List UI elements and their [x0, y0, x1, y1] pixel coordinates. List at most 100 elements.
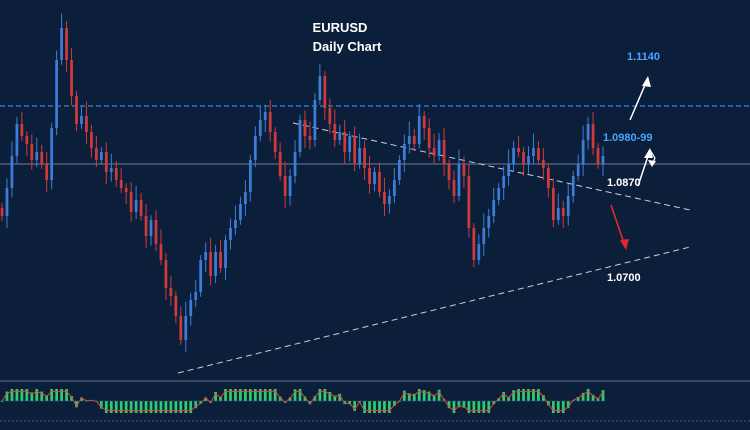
candle-body — [318, 76, 322, 100]
oscillator-bar — [50, 389, 54, 401]
candle-body — [427, 128, 431, 148]
oscillator-bar — [566, 401, 570, 409]
candle-body — [581, 140, 585, 164]
oscillator-bar — [556, 401, 560, 413]
candle-body — [601, 156, 605, 164]
oscillator-bar — [273, 389, 277, 401]
oscillator-bar — [561, 401, 565, 413]
oscillator-bar — [278, 396, 282, 401]
oscillator-bar — [258, 389, 262, 401]
candle-body — [124, 188, 128, 192]
candle-body — [417, 116, 421, 144]
oscillator-bar — [393, 401, 396, 406]
candle-body — [5, 188, 9, 216]
oscillator-bar — [25, 389, 29, 401]
candle-body — [234, 220, 237, 228]
candle-body — [537, 148, 540, 160]
candle-body — [25, 136, 29, 144]
candle-body — [35, 152, 39, 160]
candle-body — [278, 152, 282, 176]
candle-body — [338, 132, 342, 140]
candle-body — [75, 96, 78, 124]
candle-body — [551, 188, 555, 220]
oscillator-bar — [323, 389, 327, 401]
candle-body — [174, 296, 178, 316]
oscillator-bar — [507, 396, 510, 401]
oscillator-bar — [75, 401, 78, 408]
oscillator-bar — [214, 392, 217, 401]
candle-body — [542, 160, 545, 168]
candle-body — [263, 112, 267, 120]
oscillator-bar — [457, 401, 461, 408]
candle-body — [40, 152, 44, 164]
oscillator-bar — [512, 390, 515, 401]
oscillator-bar — [363, 401, 366, 413]
oscillator-bar — [373, 401, 376, 413]
candle-body — [482, 228, 486, 244]
oscillator-bar — [353, 401, 357, 411]
candle-body — [412, 136, 416, 144]
candle-body — [0, 208, 4, 216]
oscillator-bar — [104, 401, 108, 413]
candle-body — [50, 128, 54, 180]
candle-body — [55, 60, 59, 128]
oscillator-bar — [45, 395, 49, 401]
lower-trendline — [177, 246, 691, 374]
chart-subtitle: Daily Chart — [313, 39, 382, 54]
oscillator-bar — [219, 396, 222, 401]
oscillator-bar — [119, 401, 123, 413]
candle-body — [194, 292, 198, 300]
candle-body — [15, 124, 19, 156]
bullish-arrow-long-head — [642, 76, 651, 87]
signal-line — [1, 390, 604, 412]
oscillator-bar — [482, 401, 486, 413]
level-labels: 1.1140 1.0980-99 1.0870 1.0700 — [603, 51, 660, 284]
candle-body — [169, 288, 173, 296]
candle-body — [65, 28, 68, 60]
oscillator-bar — [427, 391, 431, 401]
candle-body — [358, 148, 361, 164]
candle-body — [109, 168, 113, 172]
candle-body — [378, 172, 381, 192]
oscillator-bar — [169, 401, 173, 413]
oscillator-bar — [229, 389, 232, 401]
candle-body — [487, 216, 491, 228]
oscillator-bar — [244, 389, 247, 401]
candle-body — [129, 192, 133, 212]
candle-body — [189, 300, 193, 316]
candle-body — [154, 220, 158, 244]
oscillator-bar — [586, 389, 590, 401]
candle-body — [268, 112, 272, 132]
bearish-arrow — [610, 204, 626, 247]
oscillator-bar — [348, 401, 352, 405]
candle-body — [134, 200, 138, 212]
oscillator-bar — [422, 390, 426, 401]
oscillator-bar — [313, 396, 317, 401]
oscillator-bar — [378, 401, 381, 413]
candle-body — [457, 164, 461, 196]
oscillator-bar — [80, 397, 83, 401]
candle-body — [407, 136, 411, 144]
candle-body — [328, 108, 332, 124]
candle-body — [229, 228, 232, 240]
oscillator-bar — [596, 398, 600, 401]
oscillator-bar — [0, 401, 4, 402]
candle-body — [532, 148, 535, 156]
oscillator-bar — [99, 401, 103, 409]
candle-body — [204, 252, 208, 260]
candle-body — [492, 200, 496, 216]
oscillator-bar — [492, 401, 496, 405]
oscillator-bar — [15, 389, 19, 401]
candle-body — [209, 252, 212, 276]
candle-body — [333, 124, 337, 140]
oscillator-bar — [189, 401, 193, 413]
oscillator-bar — [318, 389, 322, 401]
oscillator-bar — [124, 401, 128, 413]
candle-body — [383, 192, 386, 204]
candle-body — [497, 188, 501, 200]
oscillator-bar — [144, 401, 148, 413]
oscillator-bar — [5, 391, 9, 401]
oscillator-bar — [263, 389, 267, 401]
candle-body — [298, 120, 302, 152]
oscillator-bar — [199, 401, 203, 404]
